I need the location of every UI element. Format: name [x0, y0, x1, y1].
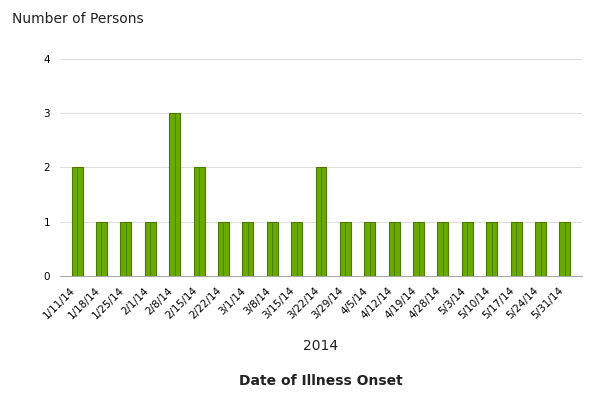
Bar — [462, 221, 473, 276]
Bar — [218, 221, 229, 276]
Bar — [169, 113, 180, 276]
Text: 2014: 2014 — [304, 339, 338, 353]
Bar — [194, 167, 205, 276]
Bar — [71, 167, 83, 276]
Bar — [316, 167, 326, 276]
Bar — [535, 221, 546, 276]
Bar — [121, 221, 131, 276]
Bar — [437, 221, 448, 276]
Text: Date of Illness Onset: Date of Illness Onset — [239, 374, 403, 388]
Bar — [340, 221, 351, 276]
Bar — [242, 221, 253, 276]
Bar — [267, 221, 278, 276]
Bar — [364, 221, 375, 276]
Bar — [291, 221, 302, 276]
Bar — [511, 221, 521, 276]
Bar — [145, 221, 156, 276]
Bar — [486, 221, 497, 276]
Bar — [96, 221, 107, 276]
Bar — [389, 221, 400, 276]
Bar — [559, 221, 571, 276]
Text: Number of Persons: Number of Persons — [12, 12, 143, 26]
Bar — [413, 221, 424, 276]
